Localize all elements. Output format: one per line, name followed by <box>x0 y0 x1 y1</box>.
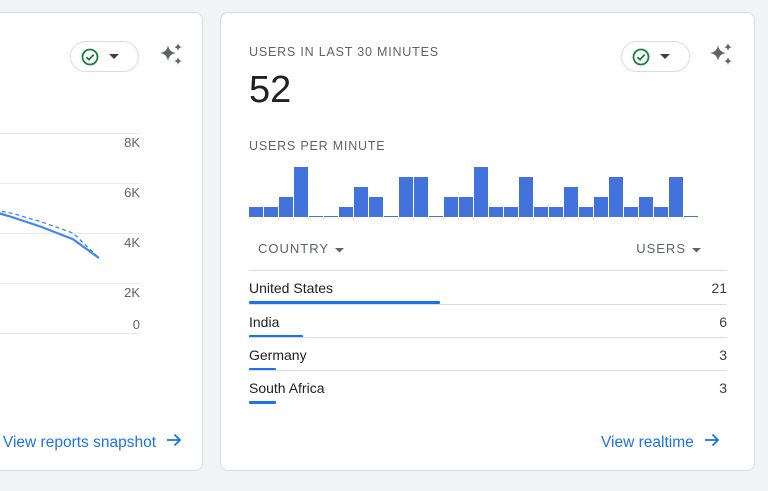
user-count: 6 <box>719 314 727 330</box>
country-column-header[interactable]: COUNTRY <box>258 241 345 256</box>
minute-bar[interactable] <box>429 216 443 217</box>
minute-bar[interactable] <box>294 167 308 217</box>
users-per-minute-chart <box>249 167 698 217</box>
share-bar <box>249 368 277 371</box>
table-row[interactable]: Germany 3 <box>249 337 727 371</box>
y-tick-label: 8K <box>124 135 140 150</box>
minute-bar[interactable] <box>669 177 683 217</box>
check-circle-icon <box>81 48 99 66</box>
minute-bar[interactable] <box>279 197 293 217</box>
active-users-count: 52 <box>249 69 292 111</box>
minute-bar[interactable] <box>354 187 368 217</box>
minute-bar[interactable] <box>549 207 563 217</box>
minute-bar[interactable] <box>339 207 353 217</box>
bar-chart-title: USERS PER MINUTE <box>249 139 386 153</box>
minute-bar[interactable] <box>564 187 578 217</box>
sparkle-icon[interactable] <box>157 41 185 69</box>
share-bar <box>249 335 304 338</box>
country-name: Germany <box>249 347 307 363</box>
users-column-header[interactable]: USERS <box>636 241 701 256</box>
caret-down-icon <box>692 241 701 256</box>
realtime-card: USERS IN LAST 30 MINUTES 52 USERS PER MI… <box>220 12 755 471</box>
minute-bar[interactable] <box>309 216 323 217</box>
user-count: 21 <box>711 280 727 296</box>
gridline <box>0 133 140 134</box>
gridline <box>0 333 140 334</box>
gridline <box>0 183 140 184</box>
minute-bar[interactable] <box>384 216 398 217</box>
realtime-title: USERS IN LAST 30 MINUTES <box>249 45 439 59</box>
caret-down-icon <box>660 53 670 60</box>
gridline <box>0 283 140 284</box>
arrow-right-icon <box>166 433 182 452</box>
user-count: 3 <box>719 380 727 396</box>
minute-bar[interactable] <box>474 167 488 217</box>
y-tick-label: 2K <box>124 285 140 300</box>
reports-snapshot-card: 8K 6K 4K 2K 0 View reports snapshot <box>0 12 203 471</box>
share-bar <box>249 301 441 304</box>
status-dropdown[interactable] <box>70 41 139 72</box>
gridline <box>0 233 140 234</box>
status-dropdown[interactable] <box>621 41 690 72</box>
arrow-right-icon <box>704 433 720 452</box>
link-label: View reports snapshot <box>2 433 156 451</box>
view-realtime-link[interactable]: View realtime <box>601 433 720 452</box>
table-row[interactable]: South Africa 3 <box>249 370 727 404</box>
users-series-line <box>0 212 100 259</box>
minute-bar[interactable] <box>399 177 413 217</box>
minute-bar[interactable] <box>504 207 518 217</box>
country-name: India <box>249 314 280 330</box>
y-tick-label: 0 <box>132 317 140 332</box>
view-reports-snapshot-link[interactable]: View reports snapshot <box>3 433 182 452</box>
y-tick-label: 4K <box>124 235 140 250</box>
minute-bar[interactable] <box>534 207 548 217</box>
check-circle-icon <box>632 48 650 66</box>
minute-bar[interactable] <box>264 207 278 217</box>
country-name: South Africa <box>249 380 325 396</box>
minute-bar[interactable] <box>594 197 608 217</box>
minute-bar[interactable] <box>369 197 383 217</box>
user-count: 3 <box>719 347 727 363</box>
minute-bar[interactable] <box>609 177 623 217</box>
caret-down-icon <box>335 241 345 256</box>
minute-bar[interactable] <box>639 197 653 217</box>
country-name: United States <box>249 280 334 296</box>
minute-bar[interactable] <box>459 197 473 217</box>
minute-bar[interactable] <box>624 207 638 217</box>
column-label: USERS <box>636 241 686 256</box>
users-trend-chart <box>0 210 100 259</box>
y-tick-label: 6K <box>124 185 140 200</box>
minute-bar[interactable] <box>414 177 428 217</box>
minute-bar[interactable] <box>654 207 668 217</box>
minute-bar[interactable] <box>249 207 263 217</box>
link-label: View realtime <box>601 433 694 451</box>
minute-bar[interactable] <box>489 207 503 217</box>
minute-bar[interactable] <box>684 216 698 217</box>
sparkle-icon[interactable] <box>707 41 735 69</box>
minute-bar[interactable] <box>519 177 533 217</box>
table-row[interactable]: United States 21 <box>249 270 727 304</box>
table-row[interactable]: India 6 <box>249 304 727 338</box>
column-label: COUNTRY <box>258 241 330 256</box>
minute-bar[interactable] <box>579 207 593 217</box>
caret-down-icon <box>109 53 119 60</box>
comparison-series-line <box>0 210 100 259</box>
minute-bar[interactable] <box>324 216 338 217</box>
share-bar <box>249 401 277 404</box>
minute-bar[interactable] <box>444 197 458 217</box>
